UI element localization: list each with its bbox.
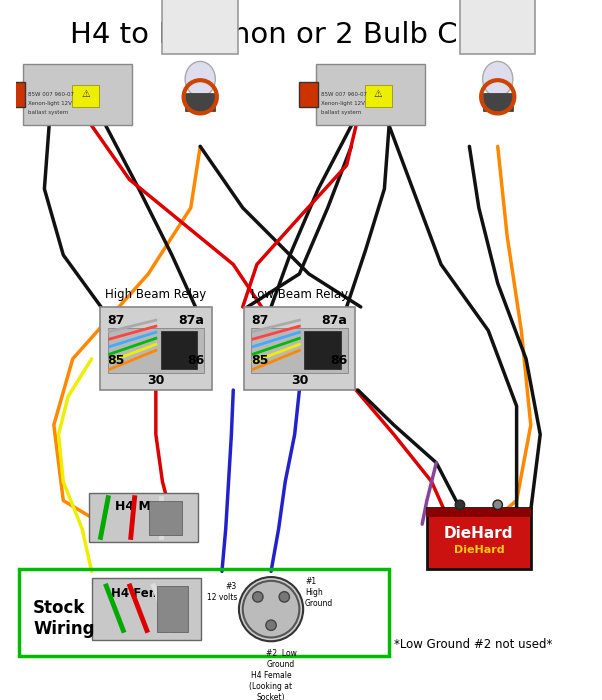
- Circle shape: [455, 500, 465, 510]
- Circle shape: [266, 620, 276, 631]
- FancyBboxPatch shape: [157, 586, 188, 632]
- Text: 30: 30: [291, 374, 308, 387]
- FancyBboxPatch shape: [89, 493, 198, 542]
- FancyBboxPatch shape: [251, 328, 347, 373]
- Text: H4 Female: H4 Female: [111, 587, 181, 600]
- Text: #1
High
Ground: #1 High Ground: [305, 577, 334, 608]
- FancyBboxPatch shape: [72, 85, 99, 106]
- Circle shape: [239, 577, 303, 641]
- Text: H4 Female
(Looking at
Socket): H4 Female (Looking at Socket): [249, 671, 293, 700]
- FancyBboxPatch shape: [244, 307, 355, 390]
- Text: High Beam Relay: High Beam Relay: [105, 288, 206, 301]
- Text: ballast system: ballast system: [321, 111, 361, 116]
- Text: 85W 007 960-07: 85W 007 960-07: [28, 92, 74, 97]
- FancyBboxPatch shape: [427, 508, 531, 517]
- Text: 87: 87: [251, 314, 268, 327]
- Text: 85: 85: [108, 354, 125, 368]
- FancyBboxPatch shape: [185, 93, 216, 111]
- Circle shape: [243, 581, 299, 638]
- FancyBboxPatch shape: [304, 332, 341, 370]
- FancyBboxPatch shape: [365, 85, 392, 106]
- Text: 86: 86: [187, 354, 204, 368]
- Text: ⚠: ⚠: [374, 90, 383, 99]
- FancyBboxPatch shape: [92, 578, 200, 640]
- FancyBboxPatch shape: [100, 307, 211, 390]
- FancyBboxPatch shape: [483, 93, 513, 111]
- Circle shape: [493, 500, 503, 510]
- Text: Stock
Wiring: Stock Wiring: [33, 599, 95, 638]
- Text: DieHard: DieHard: [444, 526, 514, 541]
- Text: 86: 86: [330, 354, 347, 368]
- Circle shape: [253, 592, 263, 602]
- Text: Xenon-light 12V: Xenon-light 12V: [28, 102, 72, 106]
- FancyBboxPatch shape: [316, 64, 424, 125]
- FancyBboxPatch shape: [299, 82, 318, 106]
- Text: 87a: 87a: [178, 314, 204, 327]
- FancyBboxPatch shape: [149, 500, 182, 535]
- Text: H4 to Bi-Xenon or 2 Bulb Circuit: H4 to Bi-Xenon or 2 Bulb Circuit: [70, 21, 531, 49]
- Text: ⚠: ⚠: [81, 90, 90, 99]
- Text: DieHard: DieHard: [453, 545, 504, 554]
- Text: 87: 87: [108, 314, 125, 327]
- Text: H4 Male: H4 Male: [115, 500, 172, 512]
- FancyBboxPatch shape: [163, 0, 238, 55]
- Text: #3
12 volts: #3 12 volts: [206, 582, 237, 602]
- Text: 85W 007 960-07: 85W 007 960-07: [321, 92, 367, 97]
- Text: Low Beam Relay: Low Beam Relay: [251, 288, 348, 301]
- Text: #2  Low
Ground: #2 Low Ground: [266, 649, 297, 669]
- Text: 30: 30: [147, 374, 164, 387]
- FancyBboxPatch shape: [460, 0, 536, 55]
- Text: *Low Ground #2 not used*: *Low Ground #2 not used*: [394, 638, 552, 650]
- FancyBboxPatch shape: [427, 508, 531, 569]
- Ellipse shape: [483, 62, 513, 97]
- FancyBboxPatch shape: [161, 332, 197, 370]
- Text: Xenon-light 12V: Xenon-light 12V: [321, 102, 365, 106]
- Text: 87a: 87a: [321, 314, 347, 327]
- FancyBboxPatch shape: [108, 328, 204, 373]
- Ellipse shape: [185, 62, 216, 97]
- FancyBboxPatch shape: [23, 64, 132, 125]
- FancyBboxPatch shape: [6, 82, 25, 106]
- Text: ballast system: ballast system: [28, 111, 68, 116]
- Circle shape: [279, 592, 290, 602]
- Text: 85: 85: [251, 354, 268, 368]
